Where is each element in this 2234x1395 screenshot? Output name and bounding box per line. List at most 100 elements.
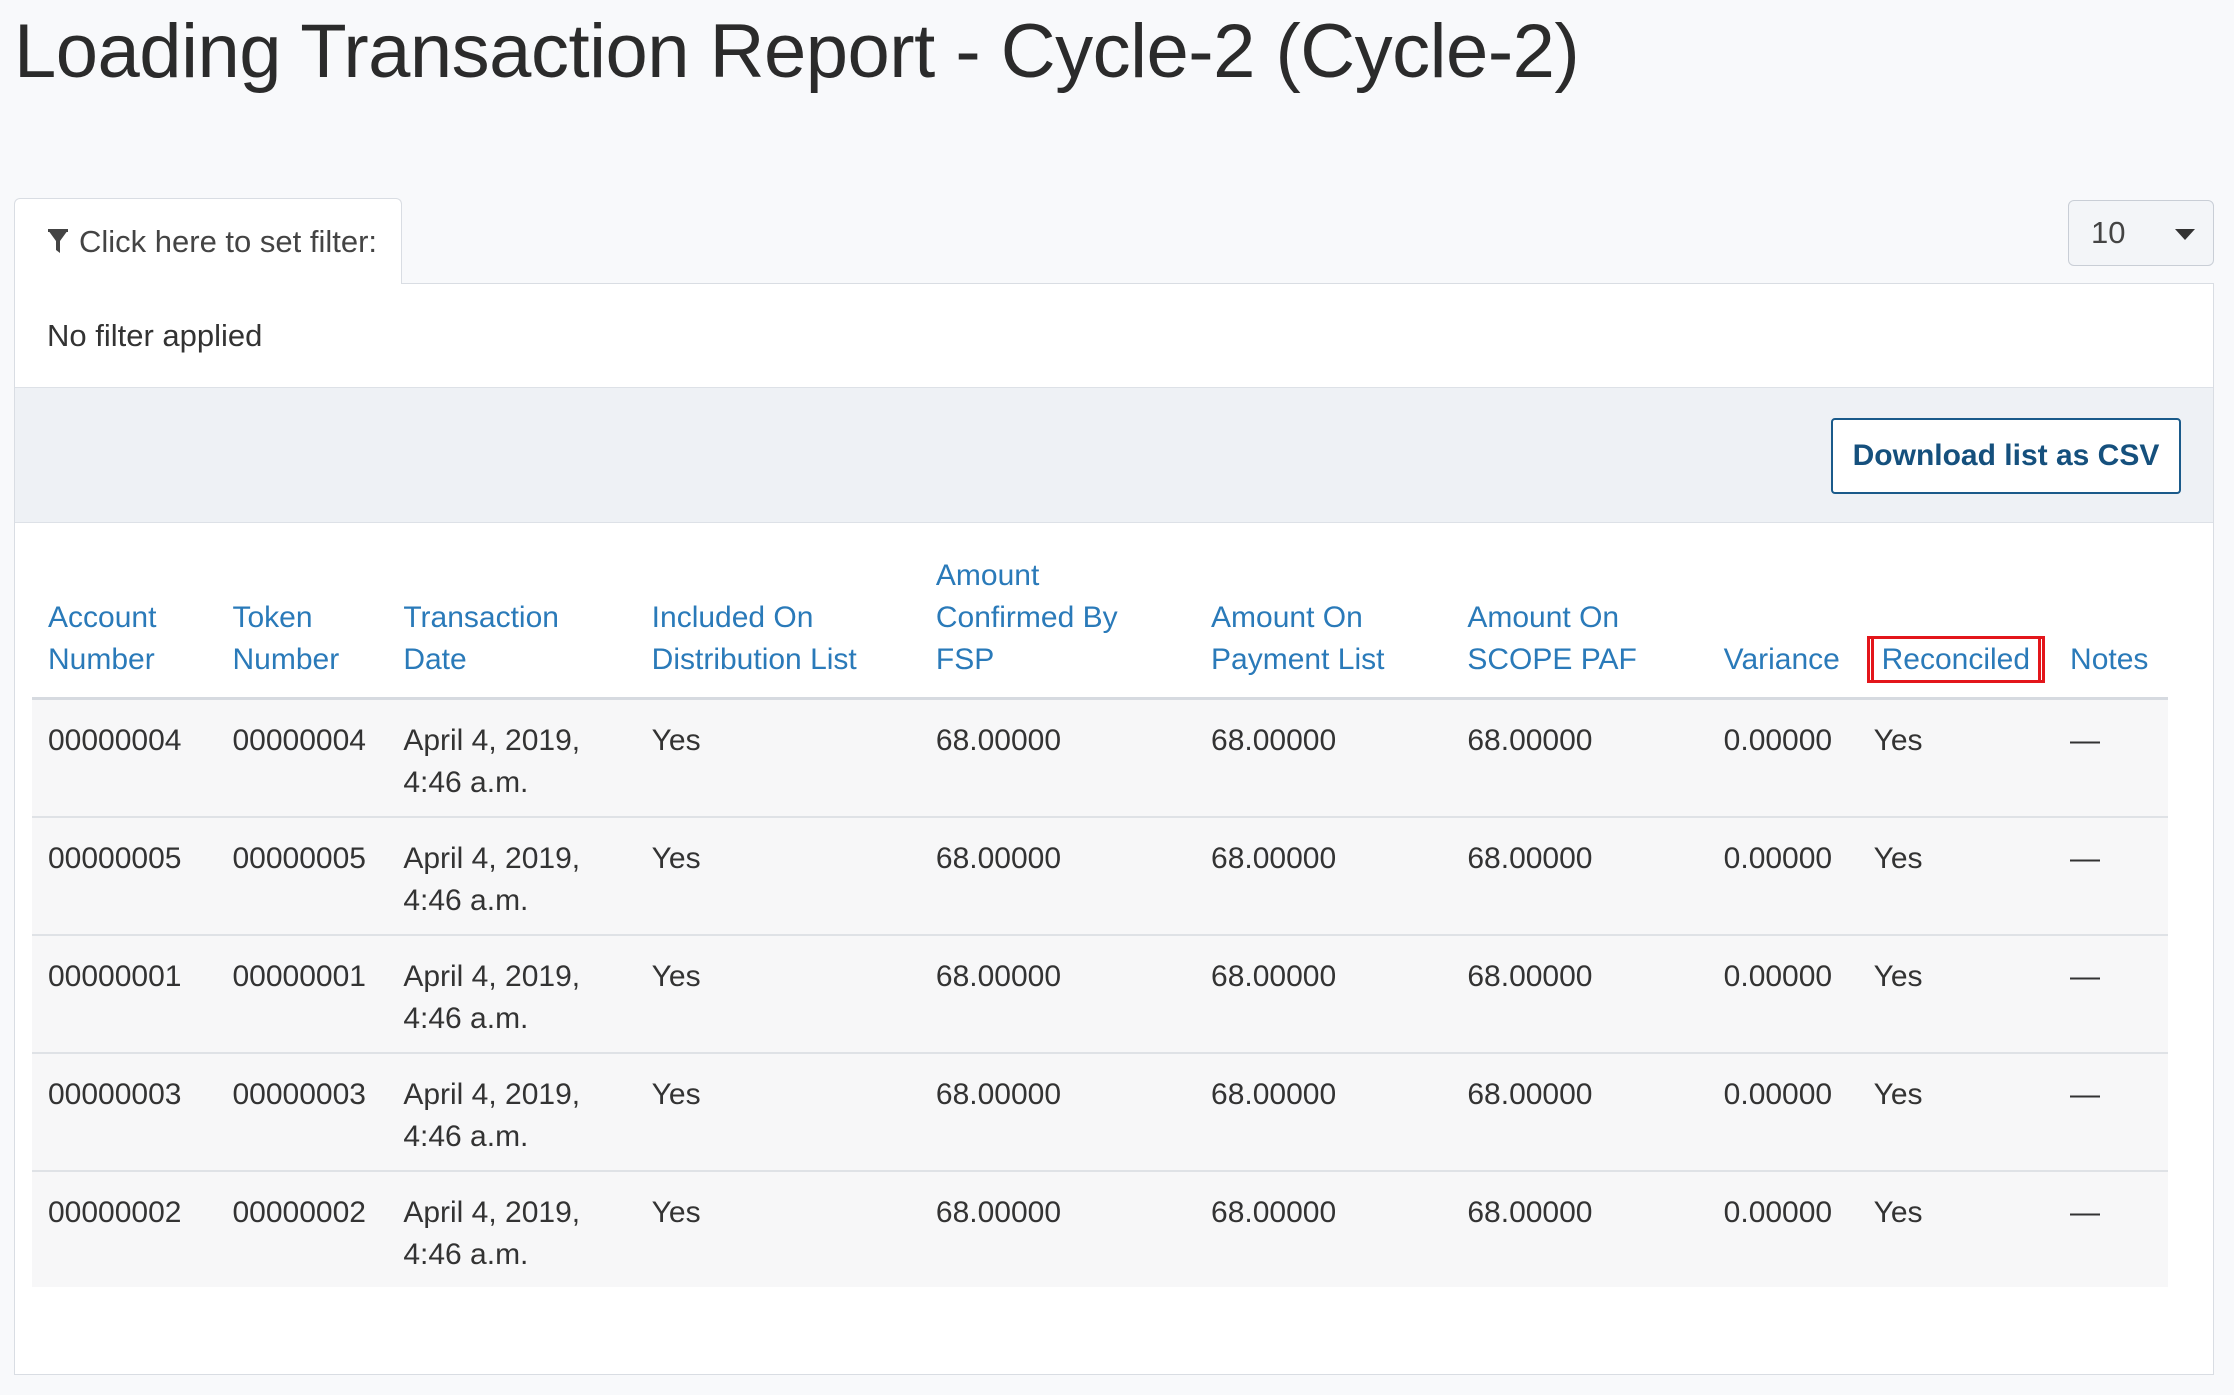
cell-date: April 4, 2019, 4:46 a.m. — [387, 816, 636, 936]
table-row: 00000002 00000002 April 4, 2019, 4:46 a.m. Y… — [32, 1170, 2168, 1287]
filter-status: No filter applied — [47, 318, 263, 353]
column-header-label: Distribution List — [651, 643, 857, 676]
cell-line: 4:46 a.m. — [403, 766, 529, 799]
cell-line: April 4, 2019, — [403, 1195, 581, 1229]
cell-line: April 4, 2019, — [403, 1077, 581, 1111]
column-header-label: Token — [232, 601, 313, 634]
cell-paf: 68.00000 — [1451, 934, 1708, 1054]
sort-link-included[interactable]: Included On Distribution List — [652, 601, 857, 676]
column-header-confirmed[interactable]: Amount Confirmed By FSP — [919, 555, 1196, 700]
sort-link-token[interactable]: Token Number — [232, 601, 339, 676]
sort-link-date[interactable]: Transaction Date — [403, 601, 559, 676]
table-row: 00000001 00000001 April 4, 2019, 4:46 a.m. Y… — [32, 934, 2168, 1054]
cell-line: April 4, 2019, — [403, 959, 581, 993]
column-header-token[interactable]: Token Number — [216, 555, 388, 700]
cell-notes: — — [2054, 816, 2168, 936]
column-header-label: Amount On — [1211, 601, 1363, 634]
column-header-label: Amount — [935, 559, 1040, 592]
cell-payment: 68.00000 — [1211, 1195, 1337, 1229]
table-header-row: Account Number Token Number Transaction Date I… — [32, 555, 2168, 700]
cell-payment: 68.00000 — [1195, 934, 1452, 1054]
cell-notes: — — [2070, 1195, 2101, 1229]
table-row: 00000003 00000003 April 4, 2019, 4:46 a.m. Y… — [32, 1052, 2168, 1172]
cell-paf: 68.00000 — [1451, 698, 1708, 818]
page-size-value: 10 — [2091, 215, 2126, 250]
caret-down-icon — [2175, 229, 2195, 240]
column-header-label: Transaction — [403, 601, 559, 634]
column-header-label: Date — [403, 643, 467, 676]
cell-confirmed: 68.00000 — [919, 698, 1196, 818]
cell-reconciled: Yes — [1857, 934, 2055, 1054]
sort-link-payment[interactable]: Amount On Payment List — [1211, 601, 1384, 676]
column-header-label: FSP — [935, 643, 995, 676]
cell-confirmed: 68.00000 — [919, 934, 1196, 1054]
sort-link-paf[interactable]: Amount On SCOPE PAF — [1467, 601, 1636, 676]
cell-line: 4:46 a.m. — [403, 1001, 529, 1035]
cell-line: April 4, 2019, — [403, 724, 581, 757]
cell-paf: 68.00000 — [1467, 1195, 1593, 1229]
page-size-select[interactable]: 10 — [2068, 200, 2214, 266]
column-header-notes[interactable]: Notes — [2054, 555, 2168, 700]
column-header-label: Reconciled — [1870, 636, 2042, 683]
cell-variance: 0.00000 — [1707, 1052, 1858, 1172]
cell-notes: — — [2054, 1052, 2168, 1172]
column-header-label: Confirmed By — [935, 601, 1118, 634]
table-row: 00000005 00000005 April 4, 2019, 4:46 a.m. Y… — [32, 816, 2168, 936]
cell-payment: 68.00000 — [1195, 816, 1452, 936]
filter-icon — [48, 228, 68, 253]
cell-paf: 68.00000 — [1451, 816, 1708, 936]
column-header-date[interactable]: Transaction Date — [387, 555, 636, 700]
cell-token: 00000005 — [216, 816, 388, 936]
column-header-label: Account — [48, 601, 157, 634]
page-title: Loading Transaction Report - Cycle-2 (Cy… — [14, 9, 1580, 94]
cell-account: 00000002 — [48, 1195, 182, 1229]
cell-account: 00000003 — [32, 1052, 217, 1172]
sort-link-account[interactable]: Account Number — [48, 601, 156, 676]
column-header-label: Payment List — [1211, 643, 1385, 676]
column-header-payment[interactable]: Amount On Payment List — [1195, 555, 1452, 700]
filter-tab-label: Click here to set filter: — [79, 223, 378, 259]
column-header-label: Amount On — [1467, 601, 1620, 634]
column-header-label: Variance — [1723, 643, 1840, 676]
cell-line: 4:46 a.m. — [403, 883, 529, 917]
cell-variance: 0.00000 — [1707, 816, 1858, 936]
sort-link-confirmed[interactable]: Amount Confirmed By FSP — [936, 559, 1118, 676]
cell-variance: 0.00000 — [1723, 1195, 1833, 1229]
column-header-reconciled[interactable]: Reconciled — [1857, 555, 2055, 700]
cell-included: Yes — [635, 698, 920, 818]
cell-date: April 4, 2019, 4:46 a.m. — [387, 698, 636, 818]
cell-variance: 0.00000 — [1707, 934, 1858, 1054]
sort-link-reconciled[interactable]: Reconciled — [1866, 636, 2046, 683]
cell-account: 00000001 — [32, 934, 217, 1054]
column-header-included[interactable]: Included On Distribution List — [635, 555, 920, 700]
column-header-variance[interactable]: Variance — [1707, 555, 1858, 700]
table-row: 00000004 00000004 April 4, 2019, 4:46 a.m. Y… — [32, 698, 2168, 818]
cell-date: April 4, 2019, 4:46 a.m. — [387, 1171, 635, 1287]
sort-link-notes[interactable]: Notes — [2070, 643, 2148, 676]
column-header-account[interactable]: Account Number — [32, 555, 217, 700]
column-header-label: Notes — [2070, 643, 2149, 676]
cell-token: 00000001 — [216, 934, 388, 1054]
cell-included: Yes — [635, 1052, 920, 1172]
cell-reconciled: Yes — [1857, 816, 2055, 936]
cell-reconciled: Yes — [1857, 1052, 2055, 1172]
cell-token: 00000004 — [216, 698, 388, 818]
cell-included: Yes — [635, 816, 920, 936]
cell-payment: 68.00000 — [1195, 1052, 1452, 1172]
filter-tab[interactable]: Click here to set filter: — [14, 198, 402, 284]
download-csv-button[interactable]: Download list as CSV — [1831, 418, 2181, 494]
sort-link-variance[interactable]: Variance — [1724, 643, 1840, 676]
cell-account: 00000004 — [32, 698, 217, 818]
column-header-label: Included On — [651, 601, 814, 634]
cell-notes: — — [2054, 698, 2168, 818]
cell-confirmed: 68.00000 — [919, 816, 1196, 936]
column-header-paf[interactable]: Amount On SCOPE PAF — [1451, 555, 1708, 700]
cell-reconciled: Yes — [1857, 698, 2055, 818]
cell-included: Yes — [651, 1195, 701, 1229]
transaction-table: Account Number Token Number Transaction Date I… — [32, 555, 2168, 1287]
column-header-label: Number — [232, 643, 340, 676]
column-header-label: SCOPE PAF — [1467, 643, 1637, 676]
cell-date: April 4, 2019, 4:46 a.m. — [387, 934, 636, 1054]
cell-line: April 4, 2019, — [403, 841, 581, 875]
